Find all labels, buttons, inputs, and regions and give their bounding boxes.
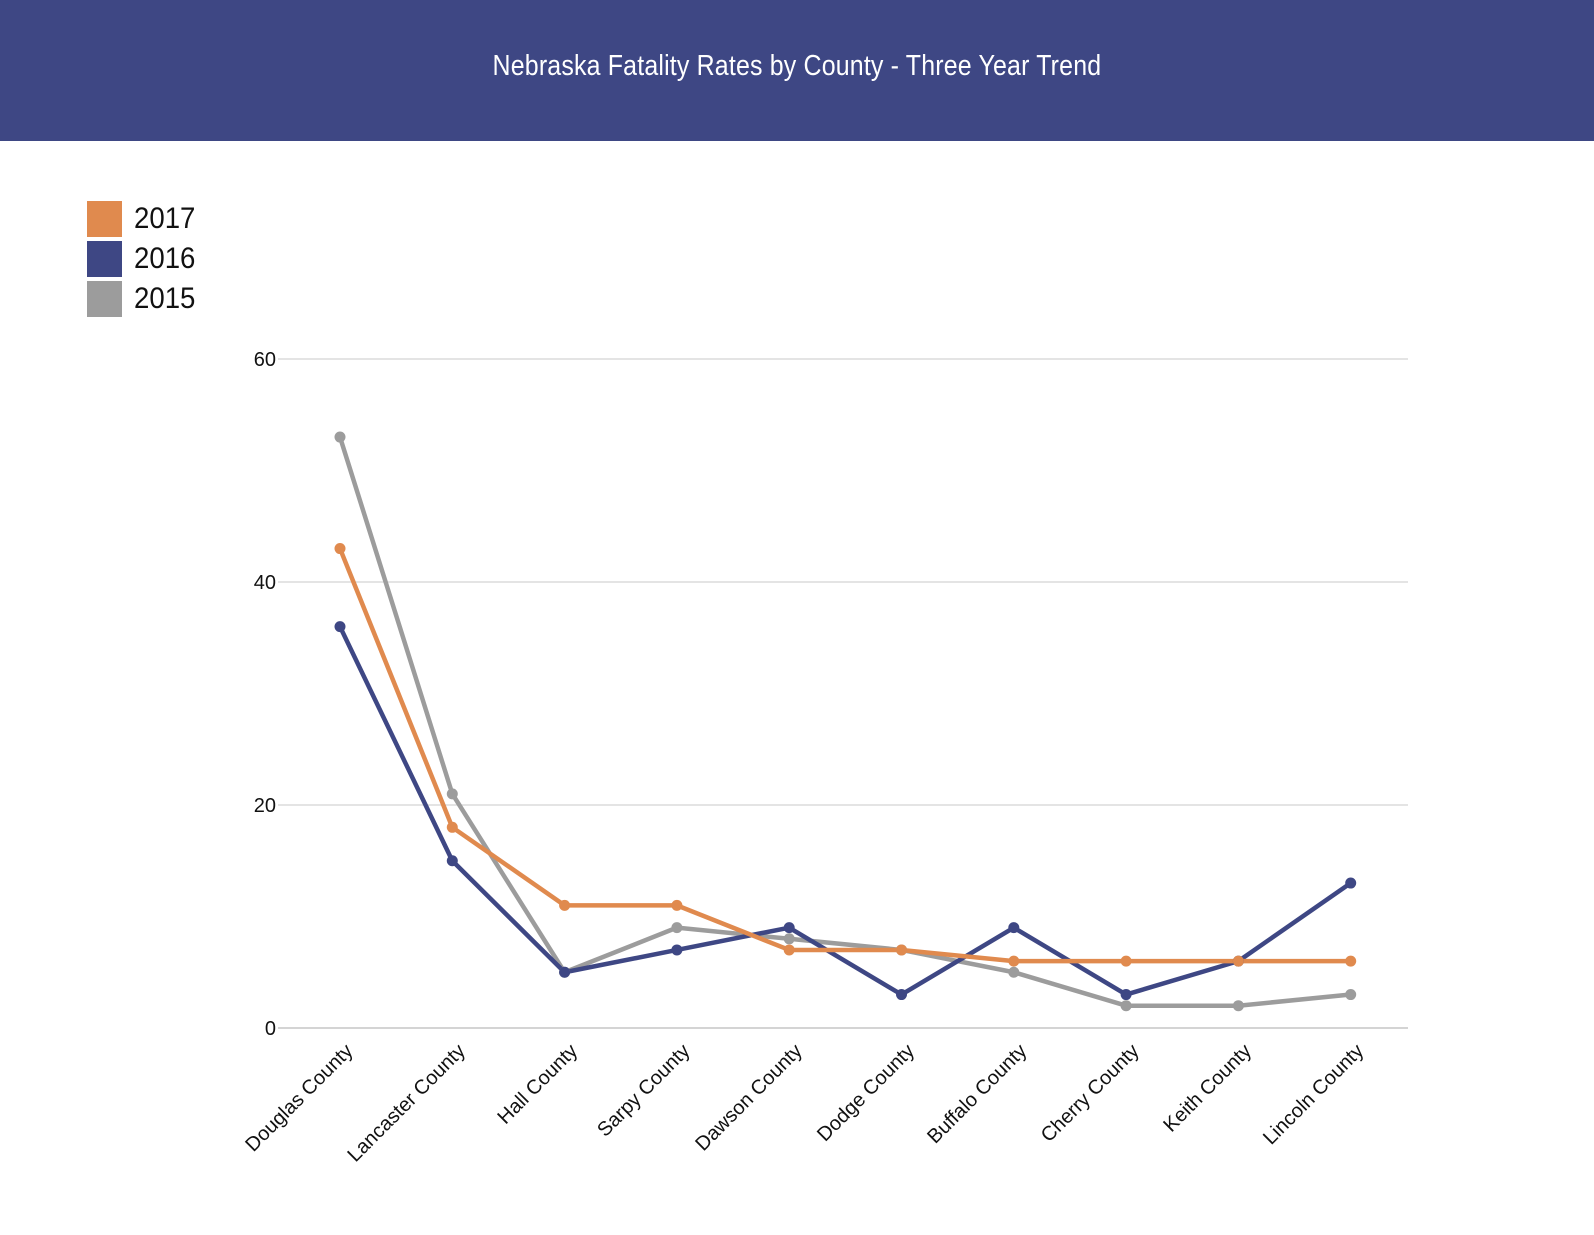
data-point-2017[interactable] [1232, 955, 1244, 967]
data-point-2015[interactable] [1008, 966, 1020, 978]
data-point-2016[interactable] [446, 855, 458, 867]
data-point-2016[interactable] [334, 621, 346, 633]
x-tick-label: Dodge County [813, 1040, 919, 1146]
legend-swatch-2017 [87, 201, 122, 237]
series-points [334, 431, 1357, 1012]
y-tick-label: 0 [265, 1018, 276, 1040]
series-line-2015[interactable] [337, 436, 1351, 1008]
x-tick-label: Buffalo County [923, 1040, 1031, 1148]
series-line-2016[interactable] [337, 625, 1352, 997]
legend-label-2015: 2015 [134, 282, 196, 315]
legend-label-2017: 2017 [134, 202, 196, 235]
data-point-2015[interactable] [783, 933, 795, 945]
data-point-2016[interactable] [1120, 989, 1132, 1001]
data-point-2016[interactable] [783, 922, 795, 934]
data-point-2017[interactable] [446, 821, 458, 833]
legend-item-2015[interactable]: 2015 [87, 279, 201, 319]
series-lines [337, 436, 1352, 1008]
x-tick-label: Douglas County [241, 1040, 357, 1156]
data-point-2015[interactable] [671, 922, 683, 934]
data-point-2016[interactable] [896, 989, 907, 1001]
chart-header: Nebraska Fatality Rates by County - Thre… [0, 0, 1594, 141]
data-point-2017[interactable] [1120, 955, 1132, 967]
data-point-2017[interactable] [1345, 955, 1357, 967]
x-tick-label: Sarpy County [593, 1040, 694, 1141]
x-tick-label: Lincoln County [1259, 1040, 1368, 1149]
data-point-2017[interactable] [559, 899, 571, 911]
legend-swatch-2016 [87, 241, 122, 277]
chart-title: Nebraska Fatality Rates by County - Thre… [492, 50, 1102, 82]
data-point-2015[interactable] [1232, 1000, 1244, 1012]
data-point-2016[interactable] [1008, 922, 1020, 934]
legend: 2017 2016 2015 [87, 199, 201, 319]
data-point-2017[interactable] [1008, 955, 1020, 967]
series-line-2017[interactable] [337, 547, 1351, 964]
data-point-2015[interactable] [1120, 1000, 1132, 1012]
data-point-2017[interactable] [671, 899, 683, 911]
y-tick-label: 20 [254, 795, 276, 817]
y-axis-ticks: 0 20 40 60 [254, 349, 276, 1040]
y-tick-label: 60 [254, 349, 276, 371]
x-tick-label: Hall County [493, 1040, 582, 1129]
legend-swatch-2015 [87, 281, 122, 317]
data-point-2015[interactable] [446, 788, 458, 800]
data-point-2017[interactable] [334, 543, 346, 555]
data-point-2016[interactable] [671, 944, 683, 956]
data-point-2016[interactable] [1345, 877, 1357, 889]
data-point-2017[interactable] [896, 944, 907, 956]
x-tick-label: Dawson County [691, 1040, 806, 1155]
data-point-2015[interactable] [1345, 989, 1357, 1001]
gridlines [278, 358, 1408, 1029]
y-tick-label: 40 [254, 572, 276, 594]
x-tick-label: Cherry County [1037, 1040, 1144, 1147]
x-tick-label: Keith County [1159, 1040, 1256, 1137]
data-point-2015[interactable] [334, 431, 346, 443]
data-point-2017[interactable] [783, 944, 795, 956]
data-point-2016[interactable] [559, 966, 571, 978]
legend-item-2017[interactable]: 2017 [87, 199, 201, 239]
legend-label-2016: 2016 [134, 242, 196, 275]
x-tick-label: Lancaster County [343, 1040, 469, 1166]
legend-item-2016[interactable]: 2016 [87, 239, 201, 279]
